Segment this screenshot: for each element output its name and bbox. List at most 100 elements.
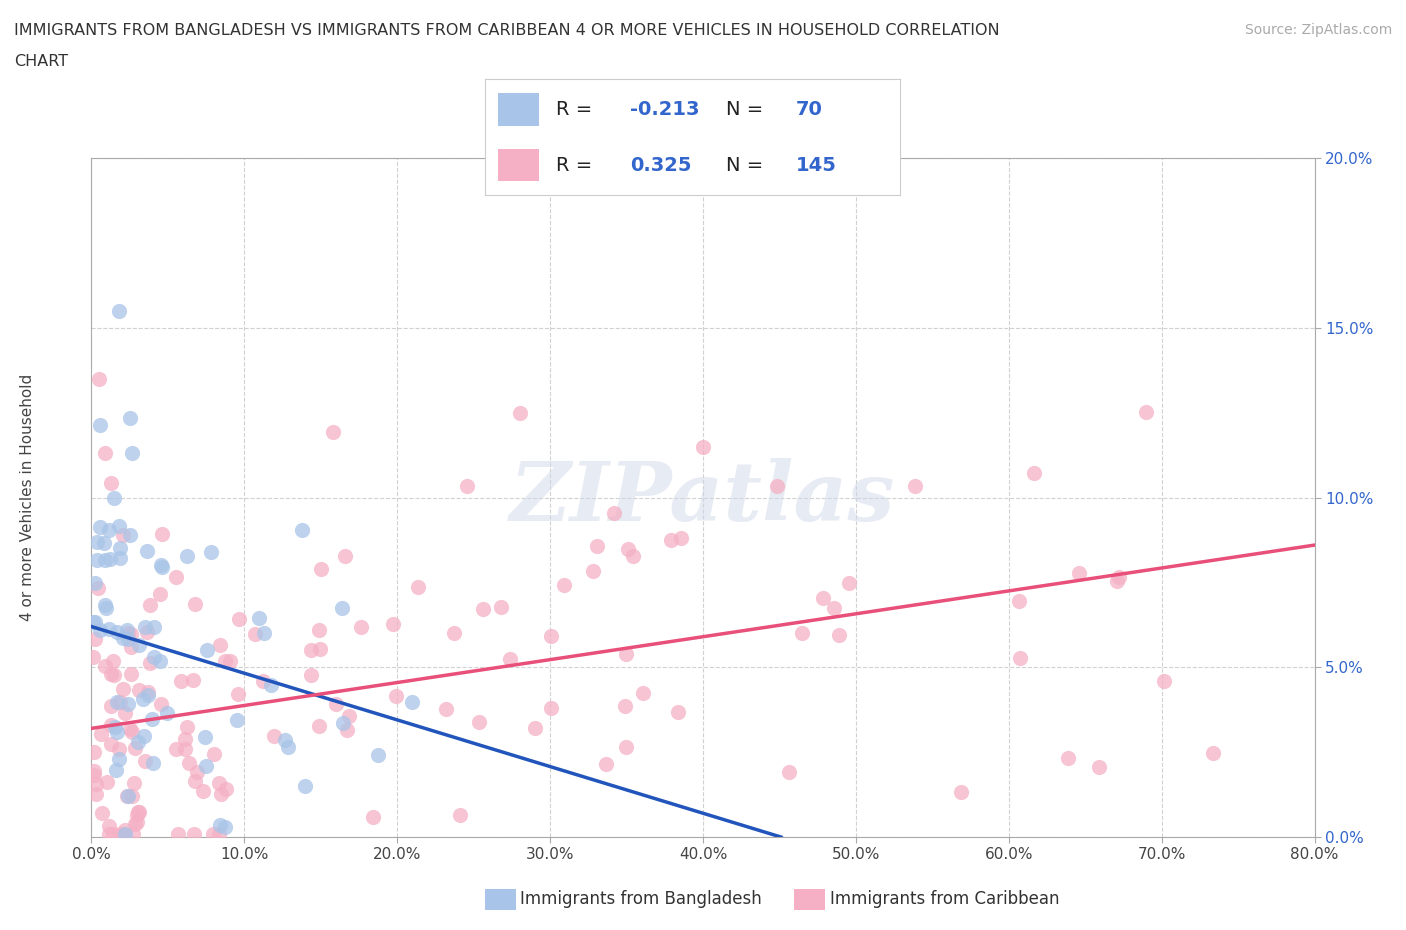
Point [89, 418, 111, 432]
Point [108, 695, 131, 710]
Point [149, 586, 172, 601]
Point [361, 810, 384, 825]
Point [1024, 465, 1046, 480]
Point [202, 747, 225, 762]
Point [131, 692, 153, 707]
Point [174, 732, 197, 747]
Point [141, 711, 163, 726]
Point [83, 767, 105, 782]
Point [94, 601, 117, 616]
Point [614, 699, 637, 714]
Point [183, 672, 205, 687]
Point [1201, 746, 1223, 761]
Point [110, 540, 132, 555]
Point [443, 626, 465, 641]
Point [540, 700, 562, 715]
Point [823, 601, 845, 616]
Point [103, 668, 125, 683]
Point [201, 826, 224, 841]
Point [790, 626, 813, 641]
Point [82, 649, 104, 664]
Point [209, 817, 232, 832]
Point [128, 683, 150, 698]
Point [150, 560, 173, 575]
Point [811, 591, 834, 605]
Point [84, 777, 107, 791]
Point [499, 652, 522, 667]
Point [165, 742, 187, 757]
Point [121, 445, 143, 460]
Point [87, 371, 110, 386]
Text: Immigrants from Caribbean: Immigrants from Caribbean [830, 890, 1059, 909]
Point [406, 579, 429, 594]
Point [142, 650, 165, 665]
Point [434, 701, 457, 716]
Point [332, 716, 354, 731]
Point [134, 753, 156, 768]
Point [191, 783, 214, 798]
Point [603, 506, 626, 521]
Point [330, 601, 353, 616]
Point [98, 818, 121, 833]
Point [156, 706, 179, 721]
Point [132, 729, 155, 744]
Point [214, 819, 236, 834]
Point [337, 709, 360, 724]
Point [1008, 593, 1031, 608]
Point [110, 551, 132, 565]
Point [169, 673, 191, 688]
Point [277, 739, 299, 754]
Point [149, 697, 172, 711]
Point [98, 551, 121, 566]
Text: N =: N = [725, 155, 769, 175]
Point [94, 553, 117, 568]
Point [263, 728, 285, 743]
Point [108, 518, 131, 533]
Point [553, 578, 575, 592]
Point [117, 697, 139, 711]
Point [111, 631, 134, 646]
Point [195, 758, 218, 773]
Point [121, 826, 143, 841]
Point [149, 557, 172, 572]
Point [177, 755, 200, 770]
Point [120, 667, 142, 682]
Point [184, 596, 207, 611]
Point [228, 611, 250, 626]
Point [124, 817, 146, 831]
Point [98, 621, 121, 636]
Point [1105, 573, 1128, 588]
Point [692, 439, 714, 454]
Point [595, 756, 617, 771]
Text: Immigrants from Bangladesh: Immigrants from Bangladesh [520, 890, 762, 909]
Point [93, 658, 115, 673]
Point [1153, 673, 1175, 688]
Point [117, 631, 139, 646]
Point [226, 687, 249, 702]
Text: 4 or more Vehicles in Household: 4 or more Vehicles in Household [20, 374, 35, 621]
Point [142, 756, 165, 771]
Point [112, 527, 135, 542]
Point [149, 654, 172, 669]
Point [195, 643, 218, 658]
Point [616, 739, 638, 754]
Point [384, 688, 406, 703]
Text: R =: R = [555, 100, 598, 119]
Bar [498, 93, 538, 126]
Point [117, 789, 139, 804]
Point [105, 724, 128, 739]
Point [86, 552, 108, 567]
Point [260, 677, 283, 692]
Text: N =: N = [725, 100, 769, 119]
Point [585, 538, 607, 553]
Point [105, 694, 128, 709]
Point [138, 597, 160, 612]
Point [114, 826, 136, 841]
Point [209, 786, 232, 801]
Point [122, 776, 145, 790]
Point [669, 531, 692, 546]
Point [194, 730, 217, 745]
Text: Source: ZipAtlas.com: Source: ZipAtlas.com [1244, 23, 1392, 37]
Text: 70: 70 [796, 100, 823, 119]
Point [765, 478, 787, 493]
